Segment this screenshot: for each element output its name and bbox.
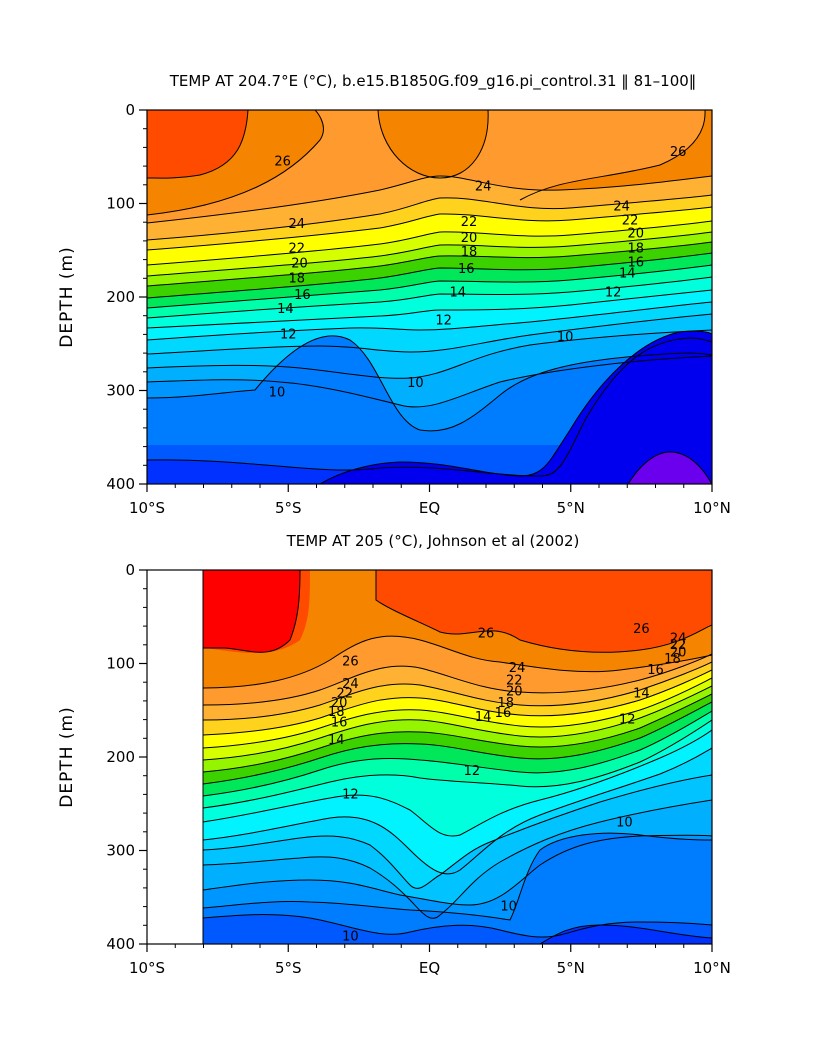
- contour-lines-model: [147, 110, 712, 484]
- contour-label-model-17: 10: [557, 330, 574, 345]
- contour-label-model-7: 12: [280, 327, 297, 342]
- contour-label-model-22: 18: [627, 241, 644, 256]
- contour-label-model-15: 12: [435, 313, 452, 328]
- panel-observed-ylabel: DEPTH (m): [57, 706, 77, 807]
- contour-label-model-4: 18: [288, 271, 305, 286]
- contour-label-model-20: 22: [622, 213, 639, 228]
- contour-label-observed-0: 26: [342, 655, 359, 670]
- contour-label-observed-4: 18: [328, 705, 345, 720]
- contour-label-observed-15: 14: [475, 710, 492, 725]
- ytick-label-observed-1: 100: [106, 655, 135, 673]
- panel-model-field: 2624222018161412102422201816141210102624…: [147, 110, 712, 484]
- contour-labels-observed: 2624222018161412102624222018161412101026…: [328, 622, 687, 945]
- xtick-label-model-4: 10°N: [693, 499, 731, 517]
- contour-label-observed-21: 22: [670, 638, 687, 653]
- ytick-label-model-4: 400: [106, 475, 135, 493]
- xtick-label-observed-1: 5°S: [275, 959, 302, 977]
- ytick-label-observed-4: 400: [106, 935, 135, 953]
- ytick-label-observed-3: 300: [106, 842, 135, 860]
- contour-label-observed-18: 10: [616, 815, 633, 830]
- contour-label-observed-3: 20: [331, 696, 348, 711]
- xtick-label-observed-4: 10°N: [693, 959, 731, 977]
- contour-label-observed-8: 10: [342, 930, 359, 945]
- contour-label-model-14: 14: [449, 285, 466, 300]
- contour-label-model-1: 24: [288, 217, 305, 232]
- panel-observed-field: 2624222018161412102624222018161412101026…: [202, 570, 712, 945]
- contour-label-observed-14: 16: [495, 706, 512, 721]
- contour-label-model-10: 22: [461, 215, 478, 230]
- band-t8: [540, 925, 712, 944]
- band-t7: [320, 331, 712, 484]
- panel-model-ylabel: DEPTH (m): [57, 246, 77, 347]
- ytick-label-model-2: 200: [106, 288, 135, 306]
- contour-label-observed-19: 26: [633, 622, 650, 637]
- contour-label-observed-16: 12: [464, 764, 481, 779]
- panel-observed: TEMP AT 205 (°C), Johnson et al (2002): [57, 532, 731, 977]
- contour-label-model-8: 10: [269, 385, 286, 400]
- xtick-label-model-0: 10°S: [129, 499, 165, 517]
- contour-label-observed-12: 20: [506, 685, 523, 700]
- contour-label-observed-25: 14: [633, 686, 650, 701]
- contour-label-observed-20: 24: [670, 631, 687, 646]
- xtick-label-model-1: 5°S: [275, 499, 302, 517]
- contour-label-observed-24: 16: [647, 663, 664, 678]
- xtick-label-model-3: 5°N: [557, 499, 585, 517]
- band-t28: [147, 110, 248, 179]
- band-t28: [203, 570, 300, 653]
- band-t10: [203, 833, 712, 944]
- contour-label-observed-10: 24: [509, 661, 526, 676]
- xtick-label-model-2: EQ: [419, 499, 440, 517]
- contour-label-model-11: 20: [461, 231, 478, 246]
- contour-label-model-2: 22: [288, 241, 305, 256]
- contour-label-observed-13: 18: [498, 696, 515, 711]
- contour-label-observed-22: 20: [670, 645, 687, 660]
- contour-label-model-23: 16: [627, 255, 644, 270]
- contour-labels-model: 2624222018161412102422201816141210102624…: [269, 145, 687, 400]
- xtick-label-observed-0: 10°S: [129, 959, 165, 977]
- contour-label-model-18: 26: [670, 145, 687, 160]
- contour-label-model-25: 12: [605, 285, 622, 300]
- contour-lines-observed: [202, 570, 712, 944]
- contour-label-observed-26: 12: [619, 713, 636, 728]
- panel-observed-axes: 10°S 5°S EQ 5°N 10°N 0 100 200 300 400: [106, 561, 731, 977]
- panel-model-title: TEMP AT 204.7°E (°C), b.e15.B1850G.f09_g…: [169, 72, 697, 91]
- panel-model: TEMP AT 204.7°E (°C), b.e15.B1850G.f09_g…: [57, 72, 731, 517]
- contour-label-observed-9: 26: [478, 627, 495, 642]
- contour-label-model-5: 16: [294, 288, 311, 303]
- ytick-label-model-1: 100: [106, 195, 135, 213]
- contour-label-model-19: 24: [613, 199, 630, 214]
- contour-label-observed-1: 24: [342, 677, 359, 692]
- contour-label-model-6: 14: [277, 302, 294, 317]
- xtick-label-observed-3: 5°N: [557, 959, 585, 977]
- ytick-label-observed-2: 200: [106, 748, 135, 766]
- contour-label-model-16: 10: [407, 376, 424, 391]
- contour-label-observed-5: 16: [331, 715, 348, 730]
- contour-label-model-21: 20: [627, 226, 644, 241]
- contour-label-model-13: 16: [458, 262, 475, 277]
- band-t6: [628, 452, 712, 484]
- contour-label-model-12: 18: [461, 245, 478, 260]
- contour-label-observed-6: 14: [328, 733, 345, 748]
- contour-label-observed-23: 18: [664, 652, 681, 667]
- contour-label-model-24: 14: [619, 267, 636, 282]
- ytick-label-model-3: 300: [106, 382, 135, 400]
- contour-label-observed-2: 22: [336, 686, 353, 701]
- ytick-label-observed-0: 0: [125, 561, 135, 579]
- contour-label-model-0: 26: [274, 154, 291, 169]
- contour-label-observed-11: 22: [506, 673, 523, 688]
- contour-label-model-9: 24: [475, 180, 492, 195]
- contour-label-model-3: 20: [291, 256, 308, 271]
- panel-model-axes: 10°S 5°S EQ 5°N 10°N 0 100 200 300 400: [106, 101, 731, 517]
- xtick-label-observed-2: EQ: [419, 959, 440, 977]
- ytick-label-model-0: 0: [125, 101, 135, 119]
- contour-label-observed-17: 10: [500, 900, 517, 915]
- panel-observed-title: TEMP AT 205 (°C), Johnson et al (2002): [286, 532, 580, 550]
- contour-label-observed-7: 12: [342, 787, 359, 802]
